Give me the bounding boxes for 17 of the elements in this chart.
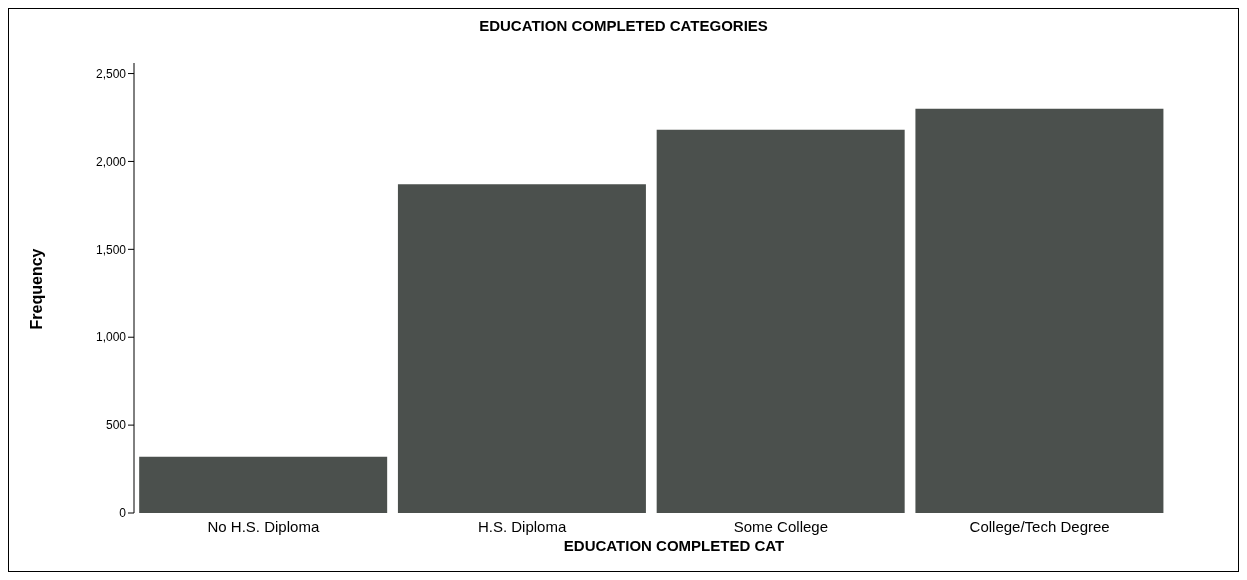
bar bbox=[656, 129, 905, 513]
x-tick-label: H.S. Diploma bbox=[477, 517, 567, 535]
y-tick-label: 2,000 bbox=[95, 154, 127, 169]
x-tick-label: College/Tech Degree bbox=[969, 517, 1110, 535]
x-tick-label: Some College bbox=[733, 517, 828, 535]
x-axis-title: EDUCATION COMPLETED CAT bbox=[562, 537, 786, 554]
bar bbox=[915, 108, 1164, 513]
x-tick-label: No H.S. Diploma bbox=[207, 517, 320, 535]
y-tick-label: 2,500 bbox=[95, 66, 127, 81]
y-axis-title: Frequency bbox=[28, 248, 46, 330]
chart-title: EDUCATION COMPLETED CATEGORIES bbox=[478, 17, 769, 34]
y-tick-label: 1,500 bbox=[95, 242, 127, 257]
y-tick-label: 1,000 bbox=[95, 330, 127, 345]
y-tick-label: 500 bbox=[105, 418, 127, 433]
bar bbox=[397, 184, 646, 513]
bar bbox=[139, 456, 388, 513]
y-tick-label: 0 bbox=[119, 506, 127, 521]
